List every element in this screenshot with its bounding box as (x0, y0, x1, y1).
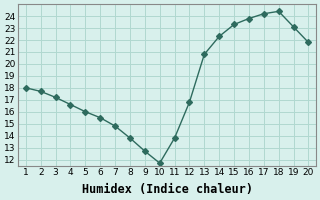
X-axis label: Humidex (Indice chaleur): Humidex (Indice chaleur) (82, 183, 252, 196)
